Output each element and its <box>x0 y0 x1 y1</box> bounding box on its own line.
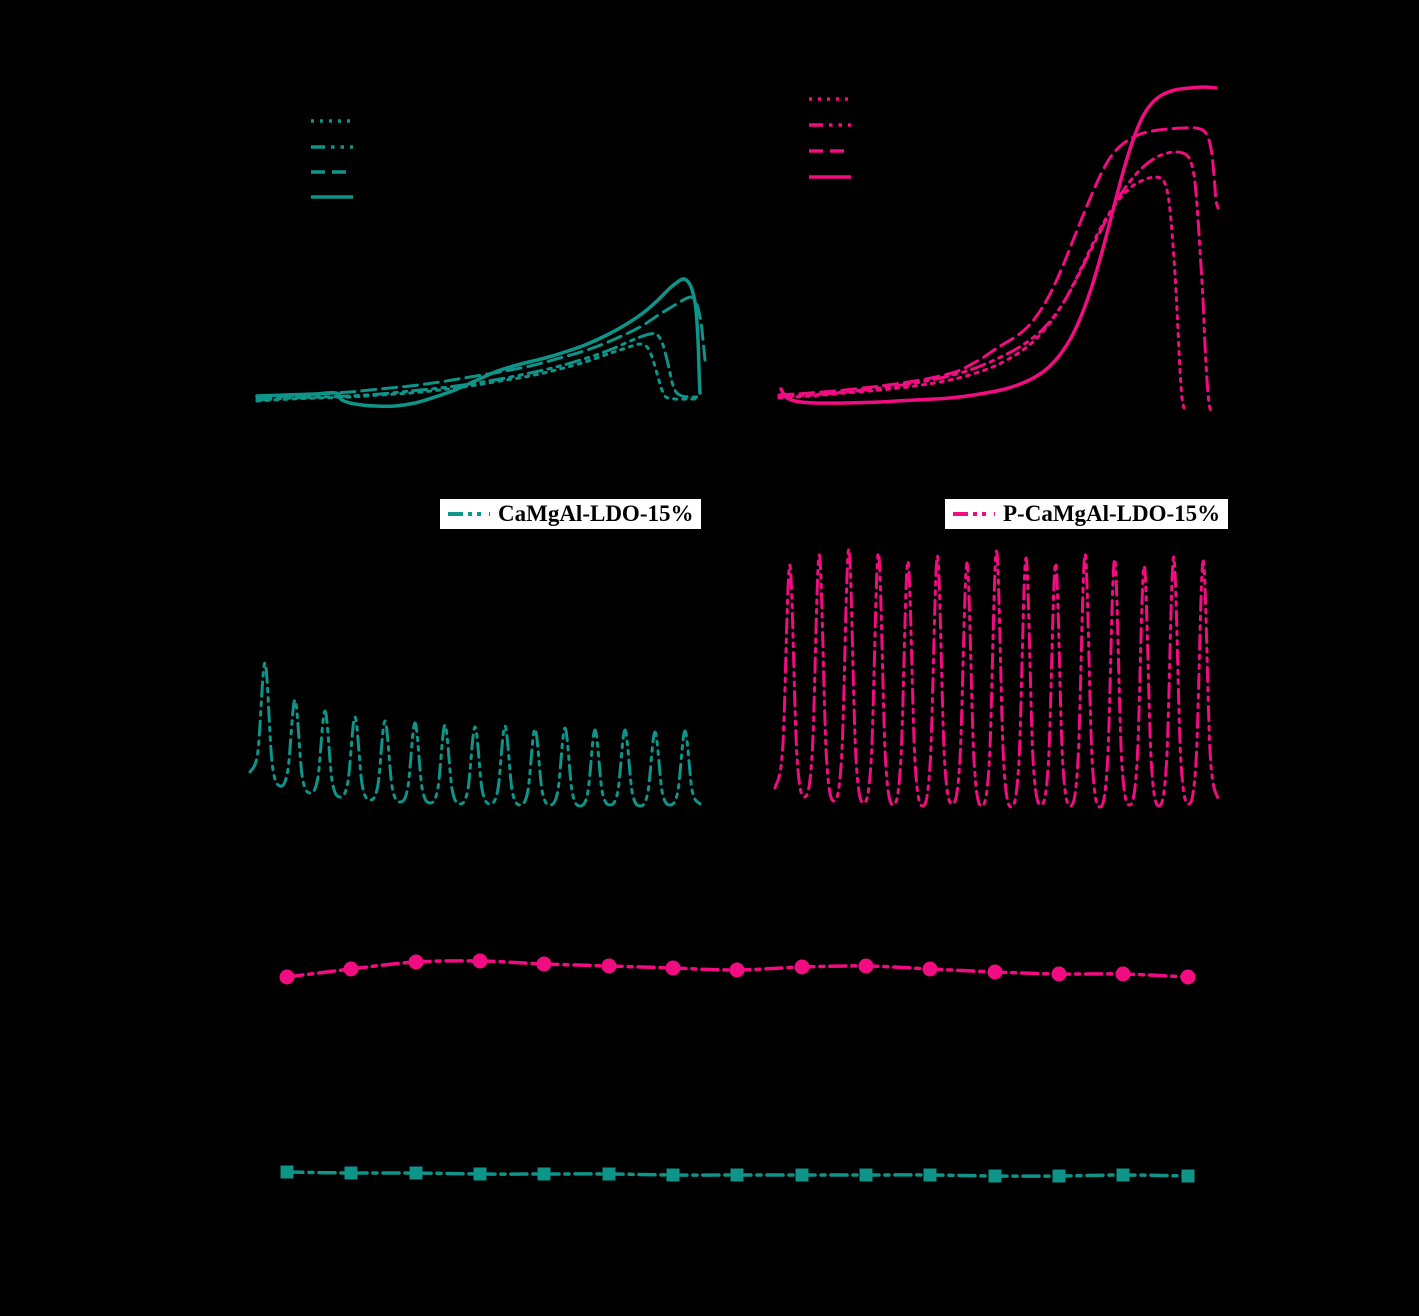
panel-bottom-marker-circle <box>987 964 1003 980</box>
panel-top-right-curve-dashdotdot <box>777 150 1213 414</box>
panel-bottom-marker-circle <box>1180 969 1196 985</box>
panel-top-right-curve-dotted <box>777 175 1186 410</box>
panel-bottom-marker-circle <box>729 962 745 978</box>
panel-top-left-curve-dotted <box>255 342 700 403</box>
panel-bottom-marker-square <box>666 1168 680 1182</box>
legend-label-p-camgal: P-CaMgAl-LDO-15% <box>1003 501 1221 526</box>
legend-box-camgal-ldo: CaMgAl-LDO-15% <box>440 499 702 529</box>
panel-bottom-marker-square <box>795 1168 809 1182</box>
panel-bottom-marker-circle <box>858 958 874 974</box>
panel-bottom-marker-circle <box>408 954 424 970</box>
panel-bottom-marker-square <box>859 1168 873 1182</box>
panel-bottom-marker-square <box>988 1169 1002 1183</box>
panel-bottom-marker-circle <box>472 953 488 969</box>
panel-bottom-marker-circle <box>1051 966 1067 982</box>
panel-bottom-marker-square <box>473 1167 487 1181</box>
panel-bottom-marker-circle <box>1115 966 1131 982</box>
panel-bottom-marker-square <box>344 1166 358 1180</box>
panel-bottom-marker-square <box>1181 1169 1195 1183</box>
panel-cycles-left-curve-dashdotdot <box>248 661 702 808</box>
panel-bottom-marker-square <box>602 1167 616 1181</box>
panel-bottom-marker-circle <box>343 961 359 977</box>
panel-top-right-curve-solid <box>779 85 1218 405</box>
panel-bottom-marker-circle <box>922 961 938 977</box>
panel-bottom-marker-square <box>1116 1168 1130 1182</box>
panel-top-left-curve-solid <box>255 277 702 409</box>
panel-top-left-curve-dashed <box>255 295 707 400</box>
panel-bottom-marker-circle <box>536 956 552 972</box>
panel-cycles-right-curve-dashdotdot <box>773 547 1220 809</box>
panel-top-left-curve-dashdotdot <box>255 331 700 402</box>
panel-top-right-curve-dashed <box>777 126 1220 397</box>
panel-bottom-marker-square <box>409 1166 423 1180</box>
legend-box-p-camgal-ldo: P-CaMgAl-LDO-15% <box>945 499 1229 529</box>
panel-bottom-marker-square <box>280 1165 294 1179</box>
panel-bottom-marker-circle <box>279 969 295 985</box>
panel-bottom-marker-circle <box>665 960 681 976</box>
legend-line-sample-camgal <box>448 512 490 516</box>
panel-bottom-marker-circle <box>794 959 810 975</box>
panel-bottom-marker-square <box>537 1167 551 1181</box>
panel-bottom-marker-square <box>923 1168 937 1182</box>
legend-label-camgal: CaMgAl-LDO-15% <box>498 501 694 526</box>
panel-bottom-marker-circle <box>601 958 617 974</box>
legend-line-sample-p-camgal <box>953 512 995 516</box>
panel-bottom-marker-square <box>730 1168 744 1182</box>
panel-bottom-marker-square <box>1052 1169 1066 1183</box>
